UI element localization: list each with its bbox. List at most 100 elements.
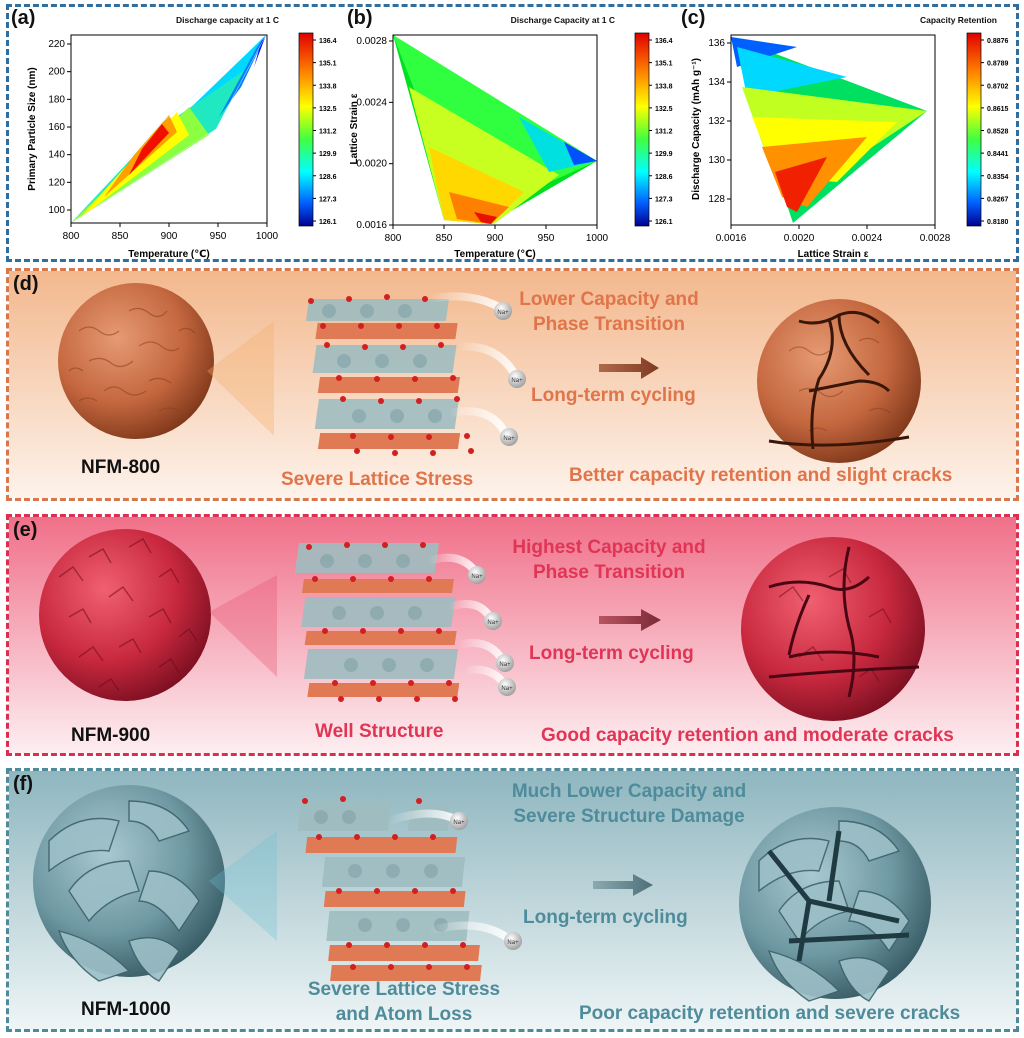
chart-c-x-tick-label: 0.0024: [852, 233, 883, 244]
chart-c-y-tick-label: 128: [708, 194, 725, 205]
nfm900-particle: [39, 529, 211, 701]
chart-b-xlabel: Temperature (℃): [454, 249, 535, 259]
panel-label-f: (f): [13, 773, 33, 795]
chart-c-colorbar-label: 0.8267: [987, 196, 1009, 203]
na-ion-label: Na+: [507, 940, 519, 946]
chart-b-region: [429, 147, 524, 224]
chart-a-colorbar-label: 126.1: [319, 219, 337, 226]
chart-a-colorbar-label: 131.2: [319, 129, 337, 136]
chart-c-y-tick-label: 136: [708, 38, 725, 49]
particle-texture: [58, 538, 198, 692]
chart-b-x-tick-label: 950: [538, 233, 555, 244]
chart-b-region: [474, 212, 497, 224]
chart-a-y-tick-label: 160: [48, 122, 65, 133]
na-ions: Na+ Na+ Na+ Na+: [427, 553, 516, 696]
na-ion-label: Na+: [503, 436, 515, 442]
chart-a-y-tick-label: 140: [48, 150, 65, 161]
panel-f: Na+ Na+ (f) Much Lower Capacity and Seve…: [6, 768, 1019, 1032]
na-ion-label: Na+: [471, 574, 483, 580]
na-ion-label: Na+: [501, 686, 513, 692]
nfm1000-particle: [33, 785, 225, 982]
chart-c-xlabel: Lattice Strain ε: [798, 249, 869, 259]
chart-b: Discharge Capacity at 1 C 800 850 900 950 10…: [349, 15, 673, 259]
chart-b-xticks: 800 850 900 950 1000: [385, 225, 609, 244]
chart-c-title: Capacity Retention: [920, 15, 997, 25]
nfm900-name: NFM-900: [71, 725, 151, 746]
chart-c-ylabel: Discharge Capacity (mAh g⁻¹): [691, 58, 702, 200]
panel-e-artwork: Na+ Na+ Na+ Na+: [9, 517, 1016, 753]
chart-c-colorbar-label: 0.8702: [987, 83, 1009, 90]
chart-c-plot: 0.0016 0.0020 0.0024 0.0028 128 130 132 134 136…: [691, 34, 951, 259]
chart-b-plot: 800 850 900 950 1000 0.0016 0.0020 0.0024 0.002…: [349, 34, 609, 259]
nfm1000-cracked-particle: [739, 807, 931, 1002]
panel-d-artwork: Na+ Na+ Na+: [9, 271, 1016, 498]
chart-b-colorbar-label: 127.3: [655, 196, 673, 203]
chart-c-colorbar-label: 0.8354: [987, 174, 1009, 181]
chart-b-region: [564, 142, 597, 165]
chart-b-x-tick-label: 1000: [586, 233, 609, 244]
panel-f-artwork: Na+ Na+: [9, 771, 1016, 1029]
chart-b-yticks: 0.0016 0.0020 0.0024 0.0028: [356, 36, 393, 231]
chart-a-colorbar-label: 127.3: [319, 196, 337, 203]
chart-a-colorbar-label: 133.8: [319, 83, 337, 90]
chart-a-x-tick-label: 900: [161, 231, 178, 242]
chart-a-region: [219, 35, 266, 117]
panel-label-d: (d): [13, 273, 39, 295]
nfm1000-top-text: Much Lower Capacity and Severe Structure…: [511, 781, 747, 827]
chart-c-colorbar-label: 0.8528: [987, 129, 1009, 136]
na-ion-label: Na+: [487, 620, 499, 626]
chart-b-colorbar-label: 128.6: [655, 174, 673, 181]
chart-b-colorbar-label: 136.4: [655, 38, 673, 45]
nfm900-structure-text: Well Structure: [315, 721, 444, 742]
nfm1000-cycling-text: Long-term cycling: [523, 907, 688, 928]
chart-b-title: Discharge Capacity at 1 C: [511, 15, 615, 25]
chart-a-yticks: 100 120 140 160 180 200 220: [48, 39, 71, 216]
chart-b-y-tick-label: 0.0024: [356, 97, 387, 108]
chart-b-colorbar-label: 131.2: [655, 129, 673, 136]
chart-a-colorbar: [298, 32, 314, 227]
chart-a-title: Discharge capacity at 1 C: [176, 15, 279, 25]
chart-b-y-tick-label: 0.0020: [356, 159, 387, 170]
chart-b-ylabel: Lattice Strain ε: [349, 93, 360, 164]
nfm1000-result-text: Poor capacity retention and severe crack…: [579, 1003, 961, 1024]
chart-b-colorbar-label: 129.9: [655, 151, 673, 158]
chart-c: Capacity Retention 0.0016 0.0020 0.0024 0.0…: [691, 15, 1009, 259]
chart-a-colorbar-label: 132.5: [319, 106, 337, 113]
chart-b-colorbar-ticks: 136.4 135.1 133.8 132.5 131.2 129.9 128.6 127.3…: [649, 38, 673, 226]
na-ion-label: Na+: [453, 820, 465, 826]
na-ion-label: Na+: [499, 662, 511, 668]
chart-c-yticks: 128 130 132 134 136: [708, 38, 731, 205]
na-ion-label: Na+: [497, 310, 509, 316]
nfm800-particle: [58, 283, 214, 439]
chart-b-x-tick-label: 900: [487, 233, 504, 244]
chart-b-y-tick-label: 0.0028: [356, 36, 387, 47]
nfm900-cycling-text: Long-term cycling: [529, 643, 694, 664]
nfm900-result-text: Good capacity retention and moderate cra…: [541, 725, 954, 746]
chart-c-colorbar-label: 0.8180: [987, 219, 1009, 226]
chart-a-colorbar-label: 136.4: [319, 38, 337, 45]
chart-b-colorbar-label: 126.1: [655, 219, 673, 226]
chart-b-colorbar-label: 132.5: [655, 106, 673, 113]
chart-a-y-tick-label: 200: [48, 67, 65, 78]
chart-a-x-tick-label: 1000: [256, 231, 279, 242]
chart-c-colorbar-ticks: 0.8876 0.8789 0.8702 0.8615 0.8528 0.8441 0.83…: [981, 38, 1009, 226]
panel-e: Na+ Na+ Na+ Na+ (e) Highest Capacity and…: [6, 514, 1019, 756]
panel-label-e: (e): [13, 519, 38, 541]
chart-b-x-tick-label: 800: [385, 233, 402, 244]
nfm800-result-text: Better capacity retention and slight cra…: [569, 465, 953, 486]
panel-label-a: (a): [11, 7, 36, 29]
chart-a-colorbar-ticks: 136.4 135.1 133.8 132.5 131.2 129.9 128.6 127.3…: [313, 38, 337, 226]
chart-b-region: [449, 192, 509, 224]
chart-a-x-tick-label: 950: [210, 231, 227, 242]
chart-a-y-tick-label: 180: [48, 94, 65, 105]
na-ion-label: Na+: [511, 378, 523, 384]
chart-a-xlabel: Temperature (℃): [128, 249, 209, 259]
chart-a-xticks: 800 850 900 950 1000: [63, 223, 279, 242]
chart-b-colorbar: [634, 32, 650, 227]
nfm800-top-text: Lower Capacity and Phase Transition: [519, 289, 699, 335]
chart-a: Discharge capacity at 1 C 800 850 900 950 10…: [27, 15, 337, 259]
charts-panel: (a) Discharge capacity at 1 C 800 850 900 9…: [6, 4, 1019, 262]
chart-a-y-tick-label: 100: [48, 205, 65, 216]
chart-c-colorbar-label: 0.8876: [987, 38, 1009, 45]
nfm1000-name: NFM-1000: [81, 999, 171, 1020]
